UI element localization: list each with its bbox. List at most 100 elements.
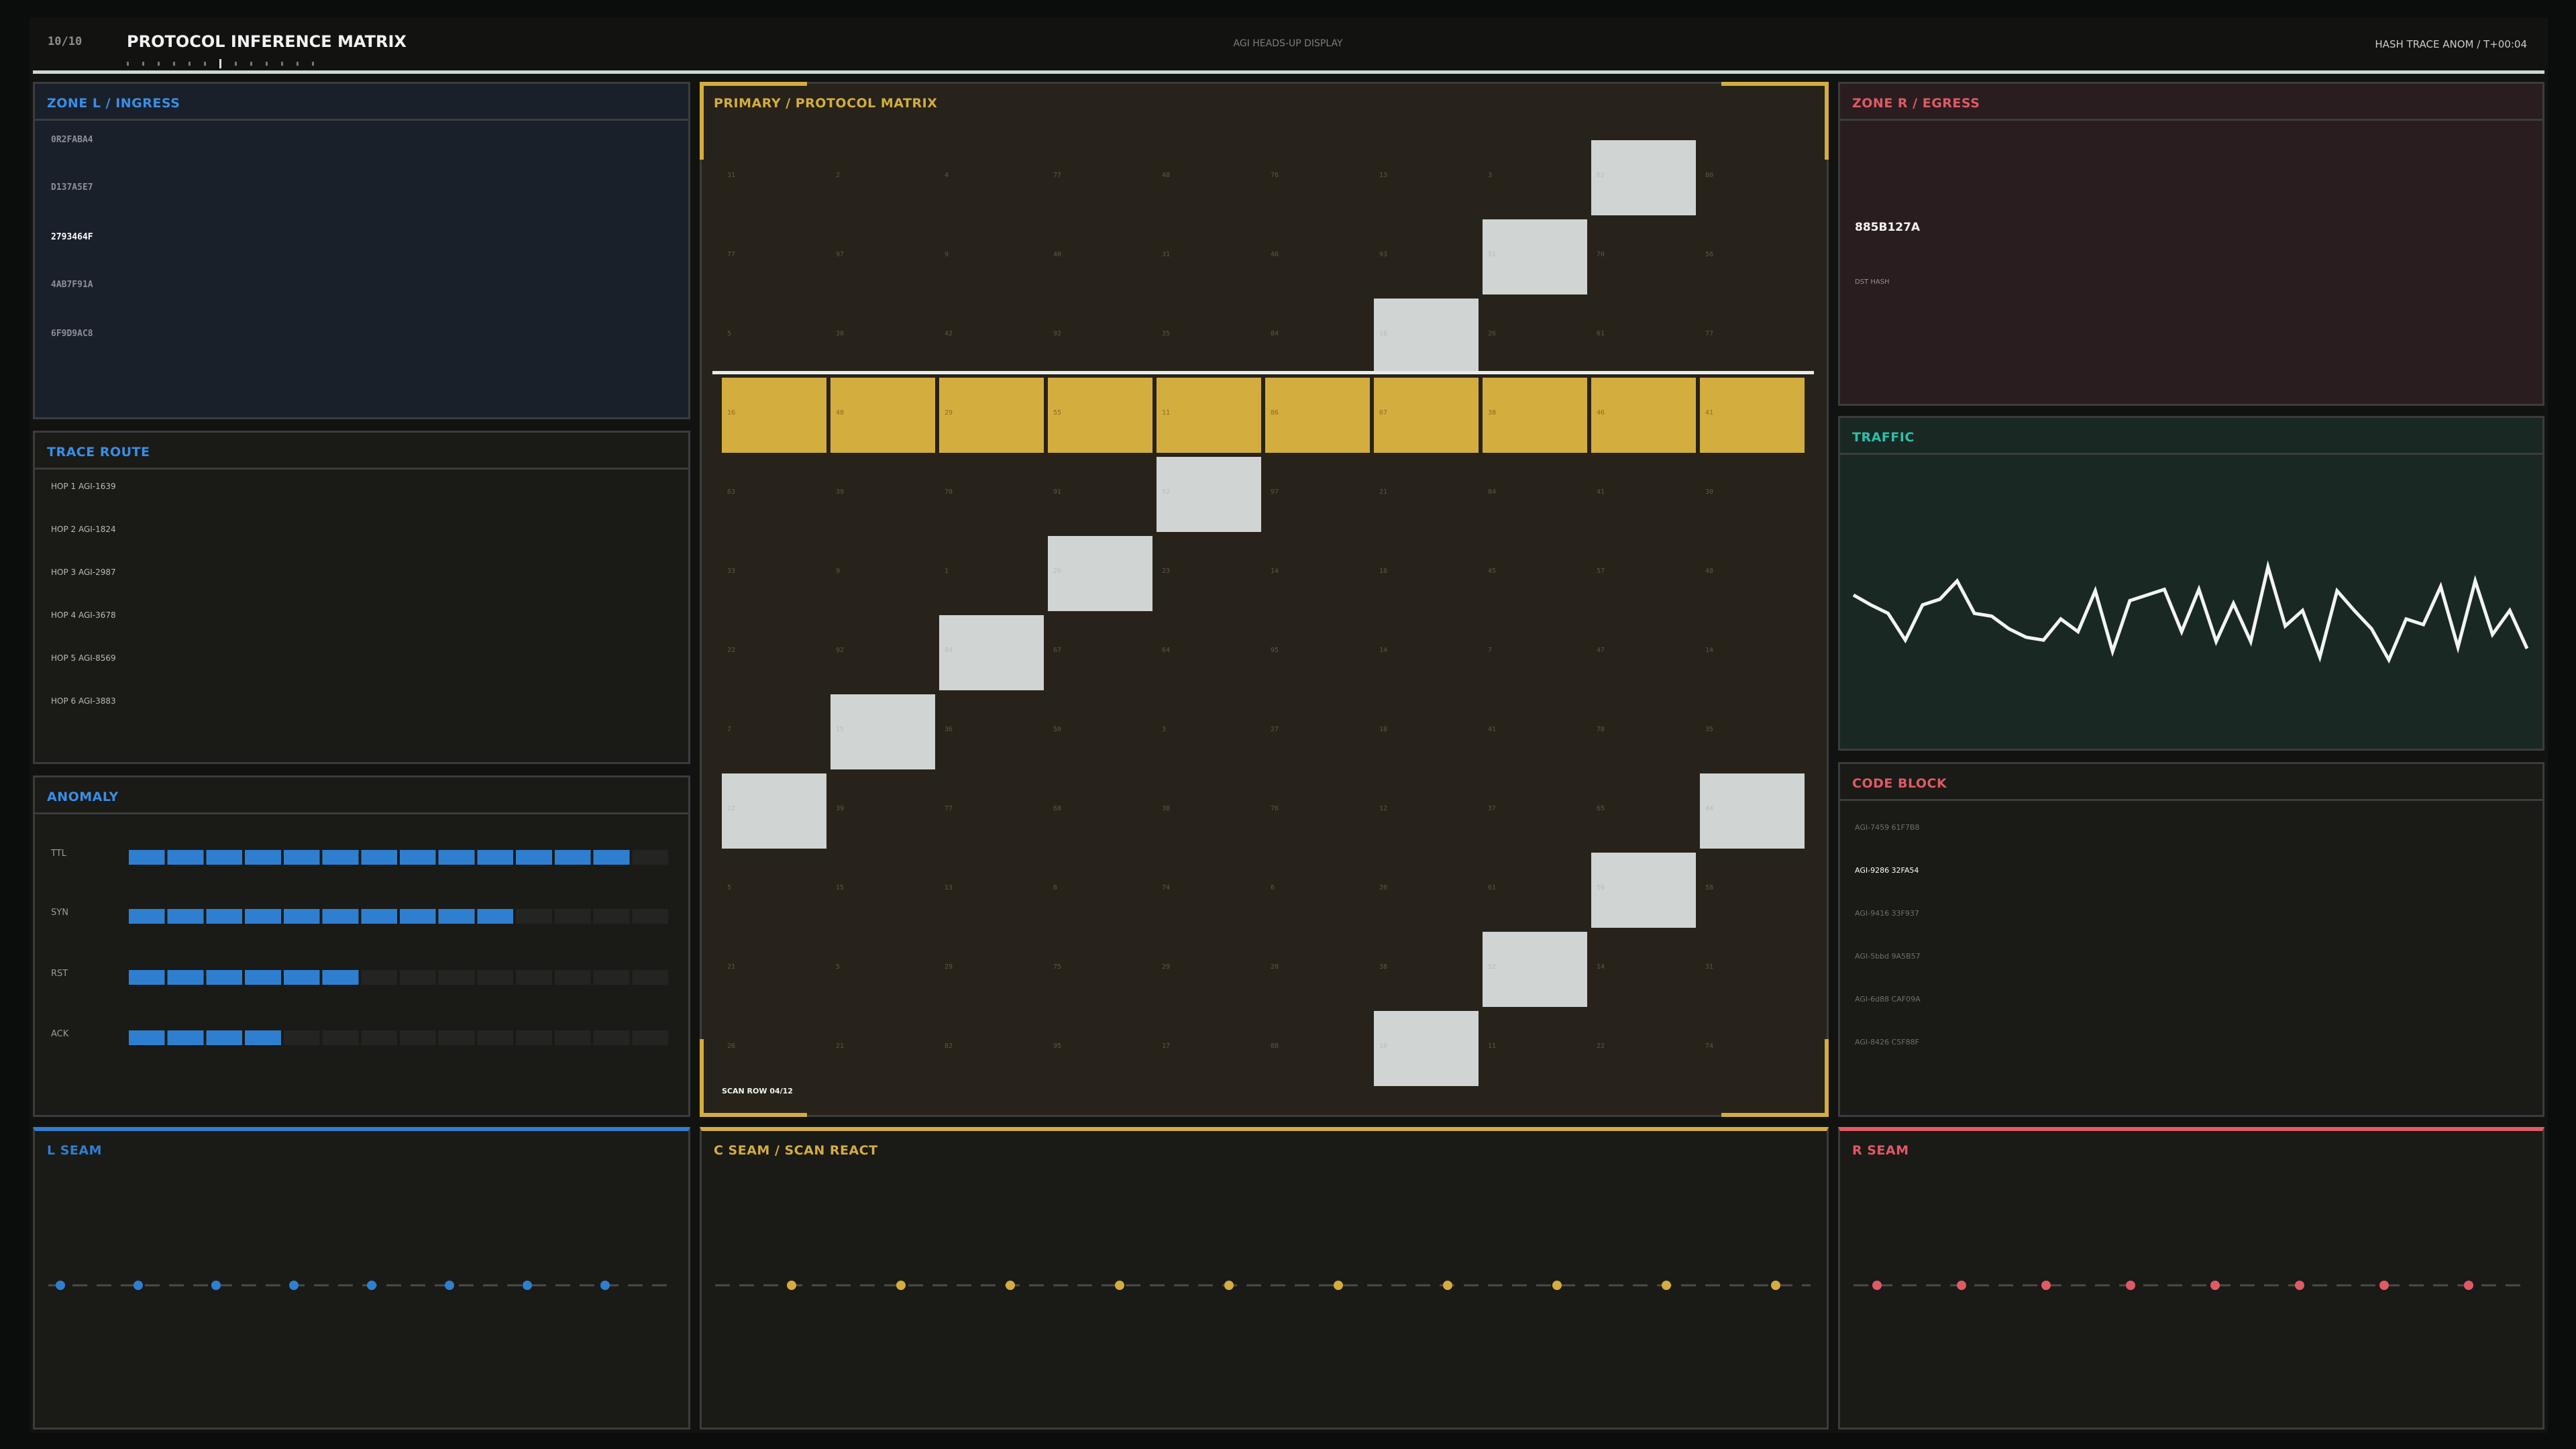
cell-value: 65	[1597, 805, 1605, 812]
cell-value: 21	[1379, 488, 1388, 496]
cell-value: 5	[727, 330, 732, 337]
cell-value: 40	[1053, 251, 1062, 258]
anomaly-label: SYN	[51, 908, 68, 918]
cell-value: 10	[1379, 1042, 1388, 1050]
trace-route-panel: TRACE ROUTE HOP 1 AGI-1639 HOP 2 AGI-1824 H…	[33, 431, 690, 764]
cell-value: 61	[1488, 884, 1497, 892]
scan-cell: 48	[830, 378, 935, 453]
anomaly-bar	[129, 909, 517, 924]
seam-track	[48, 1281, 672, 1290]
cell-value: 56	[1705, 251, 1714, 258]
matrix-cell: 26	[722, 1011, 826, 1086]
panel-separator	[35, 468, 688, 470]
cell-value: 13	[945, 884, 953, 892]
cell-value: 41	[1597, 488, 1605, 496]
seam-dot	[445, 1281, 454, 1290]
cell-value: 1	[945, 568, 949, 575]
panel-separator	[1840, 453, 2542, 455]
ingress-item: 4AB7F91A	[51, 280, 93, 290]
matrix-cell: 63	[722, 457, 826, 532]
matrix-cell: 3	[1157, 694, 1261, 769]
matrix-cell: 56	[1700, 219, 1805, 294]
cell-value: 26	[1053, 568, 1062, 575]
matrix-cell: 3	[1483, 140, 1587, 215]
matrix-cell: 20	[1265, 932, 1370, 1007]
matrix-cell: 2	[830, 140, 935, 215]
dst-caption: DST HASH	[1855, 278, 1890, 286]
cell-value: 42	[945, 330, 953, 337]
matrix-cell: 5	[722, 853, 826, 928]
matrix-cell: 58	[1700, 853, 1805, 928]
matrix-cell: 14	[1591, 932, 1696, 1007]
scan-cell: 29	[939, 378, 1044, 453]
l-seam-panel: L SEAM	[33, 1127, 690, 1430]
header-tick	[219, 59, 221, 68]
cell-value: 84	[945, 647, 953, 654]
cell-value: 20	[1379, 884, 1388, 892]
matrix-cell: 42	[939, 299, 1044, 374]
cell-value: 41	[1705, 409, 1714, 417]
panel-title: ZONE L / INGRESS	[47, 96, 180, 111]
scan-cell: 16	[722, 378, 826, 453]
panel-title: C SEAM / SCAN REACT	[714, 1143, 878, 1158]
active-cell: 62	[1591, 140, 1696, 215]
cell-value: 74	[1162, 884, 1171, 892]
cell-value: 46	[1271, 251, 1279, 258]
matrix-cell: 5	[830, 932, 935, 1007]
matrix-cell: 29	[1157, 932, 1261, 1007]
cell-value: 12	[1379, 805, 1388, 812]
code-line: AGI-6d88 CAF09A	[1855, 995, 1921, 1004]
cell-value: 22	[727, 647, 736, 654]
matrix-cell: 13	[939, 853, 1044, 928]
active-cell: 51	[1483, 219, 1587, 294]
cell-value: 29	[945, 963, 953, 971]
dst-hash: 885B127A	[1855, 221, 1921, 234]
cell-value: 6	[1271, 884, 1275, 892]
header-tick	[142, 62, 144, 66]
matrix-cell: 70	[1591, 219, 1696, 294]
cell-value: 91	[1053, 488, 1062, 496]
active-cell: 52	[1483, 932, 1587, 1007]
matrix-cell: 14	[1374, 615, 1479, 690]
cell-value: 58	[1705, 884, 1714, 892]
cell-value: 13	[1379, 172, 1388, 179]
header-index: 10/10	[48, 35, 83, 48]
panel-title: ANOMALY	[47, 790, 119, 804]
cell-value: 14	[1597, 963, 1605, 971]
anomaly-bar	[129, 1030, 284, 1045]
cell-value: 76	[1271, 805, 1279, 812]
ingress-item: 0R2FABA4	[51, 135, 93, 145]
cell-value: 38	[1379, 963, 1388, 971]
seam-track	[715, 1281, 1811, 1290]
seam-dot	[56, 1281, 65, 1290]
matrix-cell: 78	[1591, 694, 1696, 769]
seam-dot	[1771, 1281, 1780, 1290]
cell-value: 9	[945, 251, 949, 258]
header-title: PROTOCOL INFERENCE MATRIX	[127, 32, 407, 51]
panel-separator	[1840, 799, 2542, 801]
matrix-cell: 26	[1483, 299, 1587, 374]
cell-value: 35	[1705, 726, 1714, 733]
header-tick	[127, 62, 129, 66]
code-line: AGI-7459 61F7B8	[1855, 823, 1920, 832]
scan-cell: 55	[1048, 378, 1152, 453]
cell-value: 86	[1271, 409, 1279, 417]
cell-value: 48	[836, 409, 845, 417]
matrix-cell: 97	[1265, 457, 1370, 532]
cell-value: 45	[1488, 568, 1497, 575]
corner-bracket	[1721, 82, 1829, 160]
cell-value: 70	[945, 488, 953, 496]
cell-value: 14	[1705, 647, 1714, 654]
cell-value: 15	[836, 726, 845, 733]
cell-value: 21	[836, 1042, 845, 1050]
matrix-cell: 77	[1048, 140, 1152, 215]
matrix-cell: 35	[1157, 299, 1261, 374]
header-tick	[250, 62, 252, 66]
cell-value: 17	[1162, 1042, 1171, 1050]
active-cell: 26	[1048, 536, 1152, 611]
panel-title: ZONE R / EGRESS	[1852, 96, 1980, 111]
matrix-cell: 37	[1483, 773, 1587, 849]
matrix-cell: 40	[1048, 219, 1152, 294]
seam-dot	[1662, 1281, 1671, 1290]
matrix-cell: 18	[1374, 694, 1479, 769]
